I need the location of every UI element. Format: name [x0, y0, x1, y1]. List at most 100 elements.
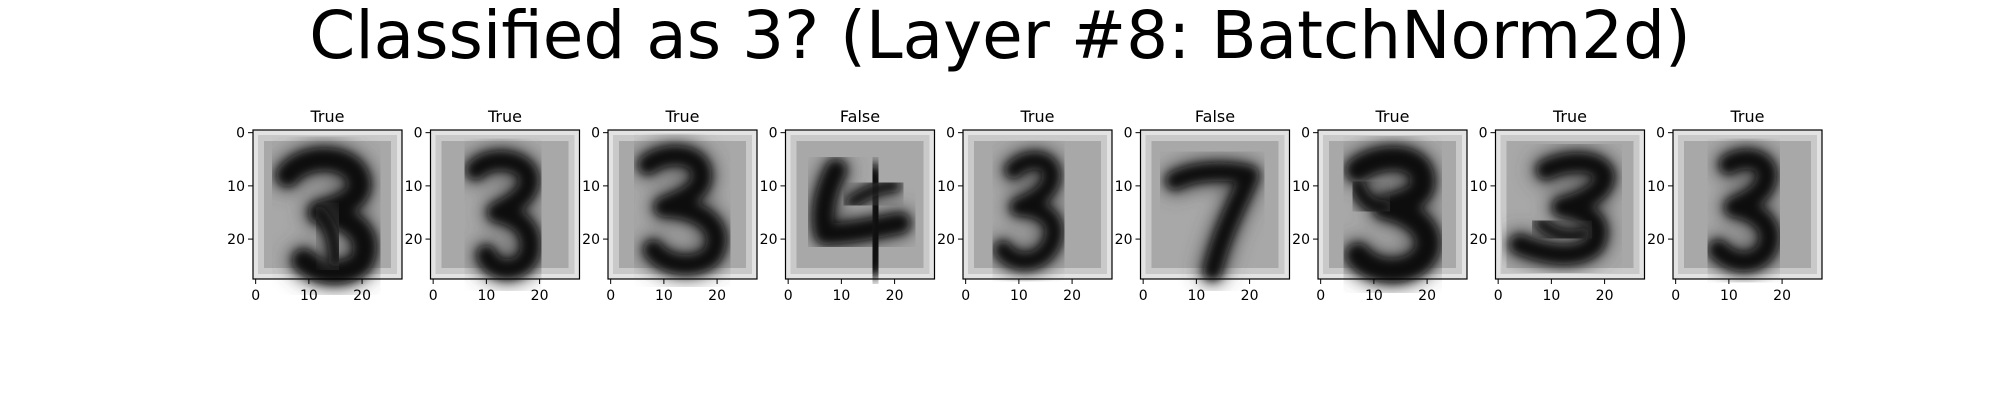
y-tick-label: 10	[1115, 179, 1133, 195]
y-tick-label: 10	[1292, 179, 1310, 195]
digit-stroke	[846, 180, 901, 208]
digit-glyph	[1505, 148, 1619, 269]
x-tick-label: 0	[251, 288, 260, 304]
y-tick-label: 20	[227, 232, 245, 248]
digit-stroke	[1708, 149, 1779, 272]
y-tick-label: 0	[946, 126, 955, 142]
digit-stroke	[313, 206, 342, 267]
digit-stroke	[466, 151, 540, 279]
y-tick-label: 20	[1470, 232, 1488, 248]
digit-stroke	[1166, 162, 1259, 281]
y-tick-label: 0	[1479, 126, 1488, 142]
y-tick-label: 0	[1656, 126, 1665, 142]
x-tick-label: 10	[300, 288, 318, 304]
digit-glyph	[1704, 145, 1784, 276]
panel-8: True 0 10 20 0 10 20	[1470, 107, 1646, 304]
x-tick-label: 20	[1773, 288, 1791, 304]
axes-frame	[784, 129, 936, 280]
x-tick-label: 20	[886, 288, 904, 304]
panel-3: True 0 10 20 0 10 20	[582, 107, 758, 304]
y-tick-label: 10	[937, 179, 955, 195]
axes-frame	[252, 129, 403, 280]
y-tick-label: 20	[1115, 232, 1133, 248]
x-tick-label: 0	[606, 288, 615, 304]
x-tick-label: 0	[784, 288, 793, 304]
digit-glyph	[272, 143, 381, 288]
digit-glyph	[809, 155, 915, 280]
panel-title: True	[1375, 107, 1410, 126]
y-tick-label: 0	[236, 126, 245, 142]
y-tick-label: 0	[414, 126, 423, 142]
panel-title: True	[1730, 107, 1765, 126]
y-tick-label: 20	[1292, 232, 1310, 248]
digit-stroke	[1534, 217, 1590, 242]
digit-stroke	[1350, 178, 1392, 215]
digit-glyph	[634, 141, 731, 279]
y-tick-label: 0	[591, 126, 600, 142]
axes-frame	[962, 129, 1113, 280]
axes-frame	[429, 129, 581, 280]
panel-title: True	[1020, 107, 1055, 126]
x-tick-label: 10	[1365, 288, 1383, 304]
panel-4: False 0 10 20 0 10 20	[760, 107, 936, 304]
panel-9: True 0 10 20 0 10 20	[1647, 107, 1823, 304]
panel-1: True 0 10 20 0 10 20	[227, 107, 403, 304]
axes-frame	[607, 129, 758, 280]
x-tick-label: 0	[429, 288, 438, 304]
x-tick-label: 0	[1494, 288, 1503, 304]
digit-stroke	[994, 152, 1063, 270]
panel-title: False	[840, 107, 880, 126]
y-tick-label: 20	[760, 232, 778, 248]
x-tick-label: 0	[1316, 288, 1325, 304]
x-tick-label: 10	[1187, 288, 1205, 304]
panel-title: True	[487, 107, 522, 126]
x-tick-label: 0	[1671, 288, 1680, 304]
panel-2: True 0 10 20 0 10 20	[405, 107, 581, 304]
y-tick-label: 10	[582, 179, 600, 195]
y-tick-label: 0	[769, 126, 778, 142]
panel-5: True 0 10 20 0 10 20	[937, 107, 1113, 304]
axes-frame	[1139, 129, 1291, 280]
x-tick-label: 20	[1241, 288, 1259, 304]
x-tick-label: 10	[1720, 288, 1738, 304]
panel-title: True	[310, 107, 345, 126]
y-tick-label: 10	[227, 179, 245, 195]
digit-glyph	[1161, 158, 1263, 285]
y-tick-label: 20	[937, 232, 955, 248]
y-tick-label: 0	[1301, 126, 1310, 142]
digit-glyph	[990, 148, 1067, 274]
x-tick-label: 20	[1596, 288, 1614, 304]
figure-title: Classified as 3? (Layer #8: BatchNorm2d)	[309, 0, 1691, 74]
axes-frame	[1494, 129, 1646, 280]
panel-title: True	[665, 107, 700, 126]
y-tick-label: 10	[1647, 179, 1665, 195]
x-tick-label: 10	[832, 288, 850, 304]
x-tick-label: 10	[477, 288, 495, 304]
x-tick-label: 20	[531, 288, 549, 304]
digit-stroke	[1509, 152, 1615, 264]
x-tick-label: 20	[1063, 288, 1081, 304]
y-tick-label: 10	[760, 179, 778, 195]
x-tick-label: 20	[1418, 288, 1436, 304]
x-tick-label: 10	[1010, 288, 1028, 304]
y-tick-label: 20	[1647, 232, 1665, 248]
x-tick-label: 0	[961, 288, 970, 304]
panel-6: False 0 10 20 0 10 20	[1115, 107, 1291, 304]
x-tick-label: 20	[708, 288, 726, 304]
y-tick-label: 10	[405, 179, 423, 195]
x-tick-label: 20	[353, 288, 371, 304]
x-tick-label: 10	[655, 288, 673, 304]
digit-stroke	[638, 146, 726, 275]
digit-glyph	[1341, 142, 1444, 287]
y-tick-label: 20	[405, 232, 423, 248]
panel-title: False	[1195, 107, 1235, 126]
x-tick-label: 0	[1139, 288, 1148, 304]
y-tick-label: 0	[1124, 126, 1133, 142]
y-tick-label: 10	[1470, 179, 1488, 195]
x-tick-label: 10	[1542, 288, 1560, 304]
panel-7: True 0 10 20 0 10 20	[1292, 107, 1468, 304]
panel-title: True	[1552, 107, 1587, 126]
digit-glyph	[461, 146, 544, 283]
axes-frame	[1672, 129, 1823, 280]
